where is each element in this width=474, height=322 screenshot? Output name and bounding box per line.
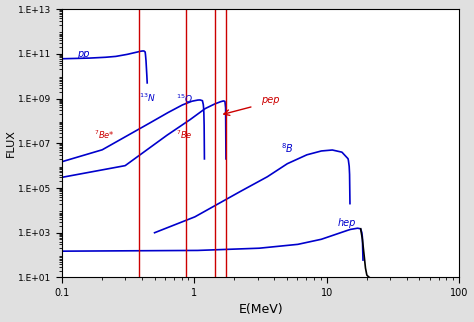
Text: $^{15}$O: $^{15}$O <box>175 93 192 106</box>
Text: pep: pep <box>261 96 280 106</box>
Text: $^7$Be: $^7$Be <box>175 129 192 141</box>
Text: $^8$B: $^8$B <box>281 142 294 156</box>
Text: pp: pp <box>77 49 90 59</box>
X-axis label: E(MeV): E(MeV) <box>238 303 283 317</box>
Text: hep: hep <box>337 218 356 228</box>
Y-axis label: FLUX: FLUX <box>6 129 16 157</box>
Text: $^7$Be*: $^7$Be* <box>94 129 115 141</box>
Text: $^{13}$N: $^{13}$N <box>139 91 155 104</box>
